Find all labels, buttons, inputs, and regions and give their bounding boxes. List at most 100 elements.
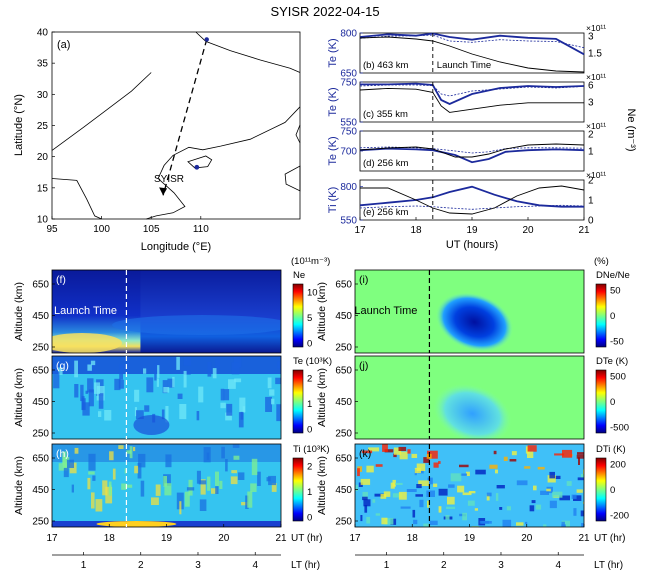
heatmap-cell	[438, 488, 448, 496]
heatmap-cell	[547, 475, 556, 483]
x-axis-label: UT (hr)	[291, 533, 322, 544]
heatmap-cell	[516, 522, 524, 526]
heatmap-ylabel: Altitude (km)	[13, 282, 25, 341]
heatmap-ylabel: Altitude (km)	[13, 456, 25, 515]
heatmap-cell	[221, 446, 225, 459]
heatmap-cell	[215, 359, 220, 369]
heatmap-cell	[65, 463, 68, 471]
heatmap-cell	[360, 515, 363, 522]
heatmap-cell	[489, 464, 498, 469]
heatmap-cell	[511, 451, 517, 456]
panel-altitude-label: (c) 355 km	[363, 109, 408, 120]
heatmap-cell	[200, 479, 206, 495]
heatmap-cell	[407, 449, 411, 454]
x-tick-label: 17	[349, 533, 361, 544]
heatmap-cell	[355, 484, 358, 491]
colorbar-tick-label: 1	[307, 487, 312, 498]
heatmap-cell	[118, 445, 124, 449]
heatmap-cell	[496, 485, 505, 489]
y-tick-label: 650	[335, 280, 352, 291]
lt-tick-label: 1	[384, 560, 390, 571]
heatmap-cell	[361, 450, 373, 454]
heatmap-cell	[233, 357, 242, 368]
border-line	[51, 72, 152, 151]
right-axis-label: Ne (m⁻³)	[625, 108, 637, 151]
colorbar-tick-label: 5	[307, 313, 312, 324]
map-y-tick-label: 20	[37, 152, 49, 163]
heatmap-cell	[362, 491, 368, 500]
x-tick-label: 21	[578, 533, 590, 544]
temperature-reference-line	[359, 204, 585, 210]
heatmap-cell	[576, 454, 584, 459]
heatmap-cell	[546, 488, 551, 492]
heatmap-cell	[183, 370, 191, 375]
heatmap-cell	[380, 494, 387, 499]
line-panel-d: (d) 256 km 700 750 1 2×10¹¹ Te (K)	[327, 121, 606, 172]
panel-altitude-label: (d) 256 km	[363, 158, 408, 169]
heatmap-cell	[531, 500, 536, 504]
heatmap-cell	[87, 477, 91, 490]
heatmap-panel-label: (g)	[56, 360, 69, 372]
panel-altitude-label: (e) 256 km	[363, 207, 408, 218]
taiwan-coast	[295, 124, 301, 144]
heatmap-cell	[277, 361, 280, 369]
heatmap-cell	[140, 480, 145, 497]
heatmap-cell	[179, 501, 182, 515]
heatmap-ylabel: Altitude (km)	[316, 368, 328, 427]
y-tick-label: 250	[32, 429, 49, 440]
heatmap-ylabel: Altitude (km)	[316, 456, 328, 515]
heatmap-cell	[571, 494, 577, 499]
colorbar-tick-label: 2	[307, 462, 312, 473]
heatmap-cell	[129, 446, 133, 459]
heatmap-cell	[207, 362, 212, 377]
heatmap-cell	[134, 407, 137, 417]
x-tick-label: 18	[407, 533, 419, 544]
line-panel-frame	[359, 130, 585, 172]
colorbar	[292, 369, 304, 434]
map-coastlines	[51, 31, 301, 220]
heatmap-cell	[433, 483, 438, 487]
y-tick-label: 250	[32, 517, 49, 528]
heatmap-cell	[427, 450, 438, 459]
heatmap-cell	[58, 367, 63, 375]
heatmap-cell	[215, 471, 219, 486]
heatmap-cell	[400, 506, 411, 509]
y2-exponent: ×10¹¹	[586, 23, 606, 33]
heatmap-cell	[177, 393, 183, 399]
heatmap-cell	[137, 463, 142, 479]
launch-time-annotation: Launch Time	[354, 305, 417, 317]
heatmap-cell	[446, 506, 456, 509]
heatmap-cell	[220, 388, 225, 401]
heatmap-cell	[102, 480, 108, 496]
y-tick-label: 550	[340, 216, 357, 227]
heatmap-cell	[146, 377, 154, 393]
ti-bottom-hot	[96, 521, 177, 527]
lt-tick-label: 2	[138, 560, 144, 571]
heatmap-cell	[267, 377, 272, 389]
heatmap-cell	[172, 376, 175, 388]
colorbar-tick-label: -500	[610, 423, 629, 434]
colorbar-unit: (%)	[594, 256, 609, 267]
colorbar	[595, 369, 607, 434]
heatmap-cell	[215, 486, 219, 494]
heatmap-cell	[226, 403, 233, 416]
heatmap-cell	[238, 412, 244, 428]
y2-tick-label: 1	[588, 196, 594, 207]
ne-peak-core	[52, 333, 122, 353]
heatmap-cell	[366, 465, 374, 473]
heatmap-cell	[475, 469, 486, 475]
heatmap-cell	[74, 384, 79, 398]
heatmap-cell	[495, 493, 499, 501]
heatmap-cell	[271, 483, 277, 492]
heatmap-cell	[559, 495, 570, 501]
heatmap-cell	[486, 494, 490, 501]
heatmap-cell	[67, 459, 74, 468]
x-tick-label: 17	[354, 225, 366, 236]
heatmap-cell	[529, 505, 535, 512]
heatmap-cell	[91, 492, 95, 509]
heatmap-cell	[406, 489, 417, 492]
y2-tick-label: 3	[588, 98, 594, 109]
te-depletion	[133, 415, 170, 435]
